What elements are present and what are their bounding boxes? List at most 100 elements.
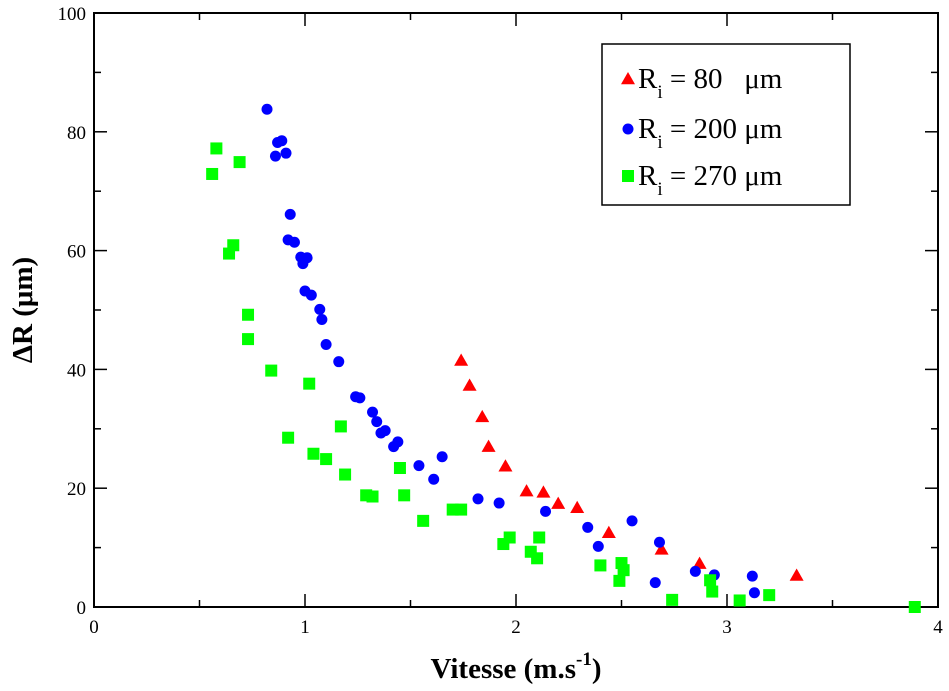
legend-marker-r270 — [622, 170, 634, 182]
data-point-r270 — [706, 585, 719, 598]
x-tick-label: 2 — [511, 617, 521, 638]
y-tick-label: 80 — [67, 123, 86, 144]
data-point-r270 — [908, 601, 921, 613]
data-point-r80 — [481, 439, 496, 452]
data-point-r200 — [314, 303, 326, 315]
data-point-r270 — [417, 514, 430, 527]
x-tick-label: 0 — [89, 617, 99, 638]
data-point-r200 — [540, 505, 552, 517]
legend-marker-r200 — [622, 123, 634, 135]
legend-r200-value: = 200 μm — [663, 113, 783, 145]
legend-r80-name: R — [638, 63, 658, 95]
y-tick-label: 60 — [67, 242, 86, 263]
legend-r80-value: = 80 μm — [663, 63, 783, 95]
data-point-r200 — [748, 587, 760, 599]
data-point-r270 — [613, 574, 626, 587]
data-point-r200 — [305, 289, 317, 301]
data-point-r200 — [653, 536, 665, 548]
data-point-r200 — [472, 493, 484, 505]
data-point-r200 — [746, 570, 758, 582]
data-point-r80 — [454, 353, 469, 366]
data-point-r200 — [592, 540, 604, 552]
data-point-r270 — [320, 453, 333, 466]
data-point-r200 — [428, 473, 440, 485]
data-point-r270 — [242, 308, 255, 321]
data-point-r270 — [617, 564, 630, 577]
data-point-r270 — [666, 593, 679, 606]
data-points — [206, 103, 921, 613]
data-point-r270 — [206, 167, 219, 180]
data-point-r270 — [227, 239, 240, 252]
data-point-r200 — [582, 521, 594, 533]
data-point-r200 — [333, 356, 345, 368]
legend-marker-r80 — [621, 72, 635, 85]
data-point-r270 — [282, 431, 295, 444]
data-point-r200 — [436, 451, 448, 463]
data-point-r270 — [339, 468, 352, 481]
x-tick-label: 4 — [933, 617, 943, 638]
y-tick-label: 0 — [77, 598, 87, 619]
data-point-r270 — [393, 462, 406, 475]
data-point-r270 — [733, 594, 746, 607]
y-tick-label: 40 — [67, 360, 86, 381]
legend-r270-subscript: i — [657, 179, 662, 200]
legend-r270-name: R — [638, 160, 658, 192]
data-point-r200 — [379, 425, 391, 437]
data-point-r80 — [536, 485, 551, 498]
legend-r80-subscript: i — [657, 82, 662, 103]
data-point-r270 — [233, 156, 246, 169]
data-point-r200 — [367, 406, 379, 418]
x-axis-title-end: ) — [592, 653, 602, 685]
legend-r270-value: = 270 μm — [663, 160, 783, 192]
data-point-r200 — [392, 436, 404, 448]
data-point-r270 — [503, 531, 516, 544]
data-point-r200 — [301, 252, 313, 264]
data-point-r200 — [649, 577, 661, 589]
data-point-r270 — [455, 503, 468, 516]
x-axis-title-main: Vitesse (m.s — [431, 653, 577, 685]
data-point-r270 — [704, 574, 717, 587]
data-point-r200 — [280, 147, 292, 159]
data-point-r200 — [276, 135, 288, 147]
data-point-r200 — [371, 416, 383, 428]
data-point-r200 — [493, 497, 505, 509]
data-point-r80 — [789, 568, 804, 581]
data-point-r270 — [594, 559, 607, 572]
data-point-r200 — [288, 236, 300, 248]
legend-label-r270: Ri = 270 μm — [638, 160, 783, 200]
legend-label-r200: Ri = 200 μm — [638, 113, 783, 153]
data-point-r80 — [654, 542, 669, 555]
data-point-r200 — [269, 150, 281, 162]
data-point-r270 — [533, 531, 546, 544]
y-tick-label: 100 — [58, 4, 87, 25]
data-point-r270 — [307, 447, 320, 460]
x-axis-title-superscript: -1 — [576, 649, 592, 670]
data-point-r80 — [498, 459, 513, 472]
data-point-r200 — [284, 208, 296, 220]
legend-label-r80: Ri = 80 μm — [638, 63, 783, 103]
legend-markers — [621, 72, 635, 182]
x-tick-label: 3 — [722, 617, 732, 638]
axis-ticks — [93, 12, 939, 608]
data-point-r270 — [763, 589, 776, 602]
y-tick-label: 20 — [67, 479, 86, 500]
data-point-r80 — [462, 378, 477, 391]
data-point-r80 — [601, 525, 616, 538]
data-point-r270 — [531, 552, 544, 565]
data-point-r200 — [316, 314, 328, 326]
data-point-r200 — [261, 103, 273, 115]
data-point-r270 — [210, 142, 223, 155]
data-point-r270 — [242, 333, 255, 346]
data-point-r270 — [303, 377, 316, 390]
data-point-r270 — [334, 420, 347, 433]
legend-box — [601, 43, 851, 206]
data-point-r270 — [366, 490, 379, 503]
data-point-r270 — [398, 489, 411, 502]
legend-r200-subscript: i — [657, 132, 662, 153]
data-point-r80 — [551, 496, 566, 509]
data-point-r200 — [354, 392, 366, 404]
data-point-r200 — [689, 565, 701, 577]
data-point-r270 — [446, 503, 459, 516]
